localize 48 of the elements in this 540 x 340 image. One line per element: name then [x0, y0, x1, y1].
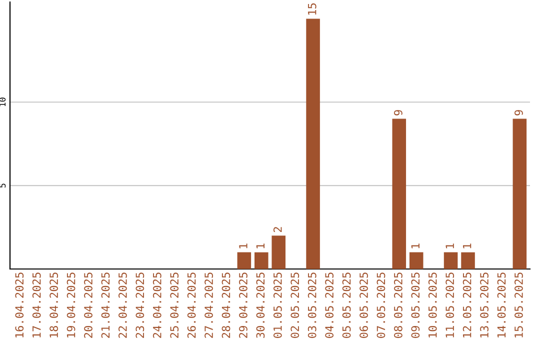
x-tick-label: 16.04.2025 [15, 272, 24, 338]
data-label: 9 [514, 110, 523, 116]
data-label: 1 [411, 244, 420, 248]
bar [254, 252, 268, 269]
x-tick-label: 04.05.2025 [325, 272, 334, 338]
x-tick-label: 07.05.2025 [376, 272, 386, 338]
bar [512, 118, 527, 269]
data-label: 1 [239, 244, 248, 248]
x-tick-label: 13.05.2025 [480, 272, 488, 338]
bar [306, 18, 320, 269]
x-tick-label: 30.04.2025 [256, 272, 265, 338]
data-label: 9 [394, 110, 402, 116]
bar [237, 252, 252, 269]
bar [272, 236, 286, 269]
x-tick-label: 10.05.2025 [428, 272, 437, 338]
x-tick-label: 12.05.2025 [462, 272, 472, 338]
x-tick-label: 09.05.2025 [411, 272, 420, 338]
x-tick-label: 28.04.2025 [222, 272, 230, 338]
x-tick-label: 24.04.2025 [152, 272, 162, 338]
bar [444, 252, 458, 269]
x-tick-label: 02.05.2025 [290, 272, 300, 338]
x-tick-label: 06.05.2025 [360, 272, 368, 338]
data-label: 15 [308, 3, 316, 15]
x-tick-label: 26.04.2025 [187, 272, 196, 338]
x-tick-label: 18.04.2025 [50, 272, 58, 338]
x-tick-label: 20.04.2025 [84, 272, 92, 338]
x-tick-label: 15.05.2025 [514, 272, 523, 338]
x-tick-label: 21.04.2025 [101, 272, 110, 338]
x-tick-label: 03.05.2025 [308, 272, 316, 338]
x-tick-label: 05.05.2025 [342, 272, 351, 338]
x-tick-label: 25.04.2025 [170, 272, 179, 338]
x-tick-label: 08.05.2025 [394, 272, 402, 338]
x-tick-label: 11.05.2025 [446, 272, 454, 338]
data-label: 2 [273, 227, 282, 232]
x-tick-label: 14.05.2025 [497, 272, 506, 338]
data-label: 1 [463, 244, 472, 248]
bar [461, 252, 475, 269]
data-label: 1 [256, 244, 264, 248]
bar [409, 252, 424, 269]
x-tick-label: 27.04.2025 [204, 272, 213, 338]
x-tick-label: 19.04.2025 [66, 272, 76, 338]
data-label: 1 [446, 244, 454, 248]
x-tick-label: 23.04.2025 [136, 272, 144, 338]
x-tick-label: 01.05.2025 [273, 272, 282, 338]
bar [392, 118, 406, 269]
x-tick-label: 22.04.2025 [118, 272, 127, 338]
x-tick-label: 29.04.2025 [239, 272, 248, 338]
x-tick-label: 17.04.2025 [32, 272, 41, 338]
